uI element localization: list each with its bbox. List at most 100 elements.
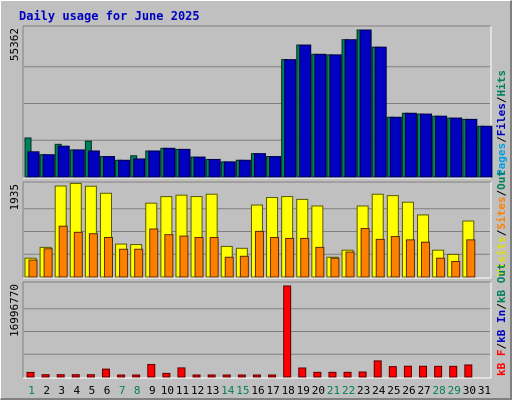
bar bbox=[119, 248, 129, 278]
bar bbox=[314, 53, 327, 178]
bar bbox=[118, 159, 131, 178]
bar bbox=[239, 255, 249, 278]
bar bbox=[57, 145, 70, 178]
bar bbox=[358, 371, 367, 378]
legend-separator: / bbox=[495, 96, 508, 103]
bar bbox=[466, 239, 476, 278]
legend-label: kB In bbox=[495, 310, 508, 343]
bar bbox=[390, 236, 400, 278]
day-label: 27 bbox=[417, 384, 430, 397]
day-label: 19 bbox=[297, 384, 310, 397]
series-sites bbox=[28, 225, 476, 278]
legend-label: kB Out bbox=[495, 263, 508, 303]
bar bbox=[480, 125, 493, 178]
bar bbox=[101, 368, 110, 378]
day-label: 31 bbox=[478, 384, 491, 397]
bar bbox=[149, 228, 159, 278]
bar bbox=[283, 285, 292, 378]
bar bbox=[328, 371, 337, 378]
bar bbox=[254, 230, 264, 278]
bar bbox=[117, 374, 126, 378]
bar bbox=[269, 156, 282, 178]
chart-panels: 55362Pages/Files/Hits1935Visits/Sites/Ou… bbox=[8, 25, 508, 379]
day-label: 23 bbox=[357, 384, 370, 397]
bar bbox=[42, 154, 55, 178]
bar bbox=[465, 118, 478, 178]
day-label: 3 bbox=[58, 384, 65, 397]
series-kb-f bbox=[26, 285, 473, 378]
bar bbox=[449, 365, 458, 378]
bar bbox=[299, 44, 312, 178]
bar bbox=[435, 115, 448, 178]
bar bbox=[464, 364, 473, 378]
legend-label: Files bbox=[495, 103, 508, 136]
chart-title: Daily usage for June 2025 bbox=[19, 9, 200, 23]
legend-label: Visits bbox=[495, 236, 508, 276]
day-label: 28 bbox=[433, 384, 446, 397]
bar bbox=[179, 235, 189, 278]
bar bbox=[405, 239, 415, 278]
bar bbox=[26, 371, 35, 378]
legend-label: Hits bbox=[495, 70, 508, 97]
day-label: 9 bbox=[149, 384, 156, 397]
panel-legend: Visits/Sites/Out bbox=[495, 170, 508, 276]
bar bbox=[270, 236, 280, 278]
series-files bbox=[27, 29, 493, 178]
bar bbox=[450, 117, 463, 178]
bar bbox=[238, 159, 251, 178]
legend-separator: / bbox=[495, 136, 508, 143]
bar bbox=[87, 150, 100, 178]
legend-label: kB F bbox=[495, 350, 508, 377]
bar bbox=[27, 151, 40, 178]
bar bbox=[194, 236, 204, 278]
bar bbox=[133, 158, 146, 178]
bar bbox=[207, 374, 216, 378]
bar bbox=[315, 246, 325, 278]
legend-separator: / bbox=[495, 190, 508, 197]
bar bbox=[345, 251, 355, 278]
bar bbox=[313, 371, 322, 378]
day-label: 10 bbox=[161, 384, 174, 397]
bar bbox=[284, 59, 297, 178]
bar bbox=[223, 161, 236, 178]
day-label: 15 bbox=[236, 384, 249, 397]
day-axis-labels: 1 2 3 4 5 6 7 8 9 10 11 12 13 14 15 16 17 18 19 20 21 22 23 24 2… bbox=[28, 384, 491, 397]
bar bbox=[162, 372, 171, 378]
day-label: 26 bbox=[402, 384, 415, 397]
day-label: 11 bbox=[176, 384, 189, 397]
day-label: 30 bbox=[463, 384, 476, 397]
legend-label: Pages bbox=[495, 143, 508, 176]
bar bbox=[329, 54, 342, 178]
bar bbox=[375, 238, 385, 278]
bar bbox=[43, 248, 53, 278]
bar bbox=[237, 374, 246, 378]
legend-label: Out bbox=[495, 170, 508, 190]
bar bbox=[389, 116, 402, 178]
day-label: 29 bbox=[448, 384, 461, 397]
bar bbox=[193, 156, 206, 178]
bar bbox=[192, 374, 201, 378]
day-label: 7 bbox=[119, 384, 126, 397]
bar bbox=[222, 374, 231, 378]
bar bbox=[436, 257, 446, 278]
day-label: 18 bbox=[282, 384, 295, 397]
day-label: 12 bbox=[191, 384, 204, 397]
bar bbox=[373, 360, 382, 378]
panel-legend: kB F/kB In/kB Out bbox=[495, 263, 508, 376]
bar bbox=[208, 158, 221, 178]
bar bbox=[421, 241, 431, 278]
bar bbox=[41, 374, 50, 378]
bar bbox=[164, 234, 174, 278]
bar bbox=[298, 367, 307, 378]
bar bbox=[388, 366, 397, 378]
bar bbox=[330, 257, 340, 278]
bar bbox=[404, 112, 417, 178]
bar bbox=[73, 231, 83, 278]
panel-background bbox=[23, 282, 491, 378]
bar bbox=[300, 237, 310, 278]
day-label: 21 bbox=[327, 384, 340, 397]
